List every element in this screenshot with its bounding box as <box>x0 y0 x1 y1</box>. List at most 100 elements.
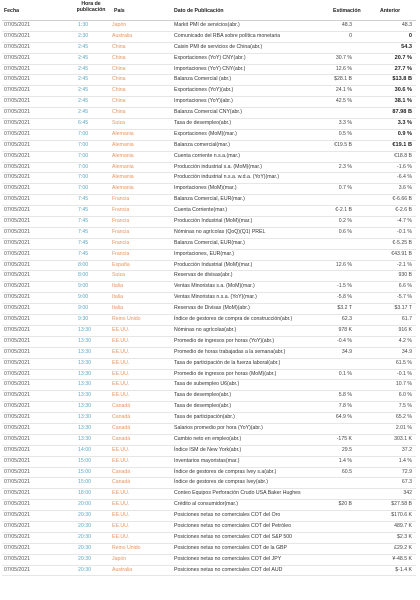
cell-pais: Canadá <box>112 403 131 410</box>
cell-fecha: 07/05/2021 <box>4 141 30 148</box>
table-row: 07/05/2021 1:30 Japón Markit PMI de servici… <box>2 21 416 32</box>
cell-dato: Cuenta Corriente(mar.) <box>174 207 228 214</box>
table-row: 07/05/2021 2:45 China Caixin PMI de servici… <box>2 43 416 54</box>
table-row: 07/05/2021 13:30 Canadá Tasa de participaci… <box>2 413 416 424</box>
cell-estimacion: 0.7 % <box>338 185 352 192</box>
cell-dato: Importaciones, EUR(mar.) <box>174 250 234 257</box>
cell-fecha: 07/05/2021 <box>4 272 30 279</box>
cell-fecha: 07/05/2021 <box>4 163 30 170</box>
cell-pais: Canadá <box>112 468 131 475</box>
cell-fecha: 07/05/2021 <box>4 32 30 39</box>
cell-pais: Alemania <box>112 152 134 159</box>
table-row: 07/05/2021 20:30 Australia Posiciones netas… <box>2 566 416 577</box>
cell-hora: 7:00 <box>78 163 89 170</box>
cell-dato: Posiciones netas no comerciales COT del … <box>174 555 282 562</box>
cell-hora: 20:30 <box>78 512 91 519</box>
cell-dato: Tasa de participación(abr.) <box>174 414 235 421</box>
cell-estimacion: $20 B <box>338 501 352 508</box>
cell-anterior: 6.0 % <box>398 392 412 399</box>
cell-hora: 13:30 <box>78 348 91 355</box>
cell-estimacion: 64.9 % <box>335 414 352 421</box>
cell-anterior: 30.6 % <box>394 87 412 94</box>
cell-dato: Ventas Minoristas s.a. (MoM)(mar.) <box>174 283 255 290</box>
cell-anterior: 87.98 B <box>392 109 412 116</box>
cell-fecha: 07/05/2021 <box>4 283 30 290</box>
table-row: 07/05/2021 13:30 EE.UU. Tasa de subempleo U… <box>2 380 416 392</box>
cell-pais: Alemania <box>112 130 134 137</box>
table-row: 07/05/2021 13:30 Canadá Salarios promedio p… <box>2 424 416 435</box>
cell-hora: 20:30 <box>78 544 91 551</box>
cell-estimacion: 3.3 % <box>338 120 352 127</box>
cell-estimacion: 62.3 <box>341 316 352 323</box>
cell-hora: 15:00 <box>78 457 91 464</box>
cell-anterior: $-1.4 K <box>395 566 412 573</box>
cell-anterior: -2.1 % <box>397 261 412 268</box>
cell-anterior: 2.01 % <box>395 424 412 431</box>
cell-pais: Japón <box>112 555 127 562</box>
cell-anterior: $170.6 K <box>391 512 412 519</box>
cell-dato: Balanza Comercial, EUR(mar.) <box>174 196 245 203</box>
cell-pais: Francia <box>112 228 130 235</box>
table-row: 07/05/2021 7:45 Francia Producción Industri… <box>2 217 416 228</box>
cell-hora: 2:45 <box>78 76 89 83</box>
cell-hora: 2:45 <box>78 65 89 72</box>
cell-dato: Reservas de Divisas (MoM)(abr.) <box>174 305 250 312</box>
cell-estimacion: 0.1 % <box>338 370 352 377</box>
cell-hora: 2:45 <box>78 43 89 50</box>
table-row: 07/05/2021 2:45 China Exportaciones (YoY)(a… <box>2 86 416 98</box>
cell-hora: 15:00 <box>78 468 91 475</box>
cell-dato: Exportaciones (YoY) CNY(abr.) <box>174 54 246 61</box>
cell-fecha: 07/05/2021 <box>4 533 30 540</box>
cell-pais: Reino Unido <box>112 544 141 551</box>
cell-dato: Índice de gestores de compras Ivey s.a(a… <box>174 468 277 475</box>
cell-hora: 7:45 <box>78 196 89 203</box>
cell-pais: España <box>112 261 130 268</box>
cell-anterior: 72.9 <box>401 468 412 475</box>
cell-fecha: 07/05/2021 <box>4 239 30 246</box>
cell-estimacion: €19.5 B <box>334 141 352 148</box>
cell-fecha: 07/05/2021 <box>4 370 30 377</box>
cell-dato: Producción Industrial (MoM)(mar.) <box>174 218 253 225</box>
cell-fecha: 07/05/2021 <box>4 337 30 344</box>
cell-anterior: 65.2 % <box>395 414 412 421</box>
cell-hora: 9:00 <box>78 294 89 301</box>
cell-pais: Alemania <box>112 174 134 181</box>
cell-fecha: 07/05/2021 <box>4 446 30 453</box>
cell-fecha: 07/05/2021 <box>4 120 30 127</box>
table-row: 07/05/2021 13:30 EE.UU. Promedio de ingreso… <box>2 370 416 381</box>
cell-dato: Promedio de ingresos por horas (YoY)(abr… <box>174 337 275 344</box>
table-row: 07/05/2021 13:30 Canadá Tasa de desempleo(a… <box>2 402 416 414</box>
cell-fecha: 07/05/2021 <box>4 87 30 94</box>
table-row: 07/05/2021 18:00 EE.UU. Conteo Equipos Perf… <box>2 489 416 501</box>
cell-estimacion: 978 K <box>338 326 352 333</box>
cell-hora: 13:30 <box>78 381 91 388</box>
cell-dato: Producción industrial n.s.a. w.d.a. (YoY… <box>174 174 280 181</box>
cell-hora: 9:30 <box>78 316 89 323</box>
cell-estimacion: 0.6 % <box>338 228 352 235</box>
cell-hora: 20:30 <box>78 555 91 562</box>
header-dato: Dato de Publicación <box>174 8 224 14</box>
cell-anterior: €-5.25 B <box>392 239 412 246</box>
table-row: 07/05/2021 8:00 Suiza Reservas de divisas(a… <box>2 271 416 283</box>
cell-dato: Producción industrial s.a. (MoM)(mar.) <box>174 163 262 170</box>
cell-pais: Francia <box>112 218 130 225</box>
table-row: 07/05/2021 13:30 Canadá Cambio neto en empl… <box>2 435 416 446</box>
cell-fecha: 07/05/2021 <box>4 185 30 192</box>
table-row: 07/05/2021 7:00 Alemania Cuenta corriente n… <box>2 152 416 163</box>
cell-pais: EE.UU. <box>112 446 130 453</box>
table-row: 07/05/2021 14:00 EE.UU. Índice ISM de New Y… <box>2 446 416 457</box>
cell-anterior: 67.3 <box>401 479 412 486</box>
cell-dato: Crédito al consumidor(mar.) <box>174 501 238 508</box>
cell-anterior: -4.7 % <box>397 218 412 225</box>
cell-dato: Posiciones netas no comerciales COT del … <box>174 533 293 540</box>
cell-hora: 7:00 <box>78 130 89 137</box>
cell-anterior: 342 <box>403 490 412 497</box>
cell-dato: Tasa de participación de la fuerza labor… <box>174 359 281 366</box>
cell-hora: 7:00 <box>78 141 89 148</box>
cell-pais: Canadá <box>112 414 131 421</box>
table-header: Fecha Hora de publicación País Dato de P… <box>2 1 416 21</box>
table-row: 07/05/2021 7:00 Alemania Balanza comercial(… <box>2 141 416 152</box>
table-row: 07/05/2021 20:30 EE.UU. Posiciones netas no… <box>2 511 416 522</box>
cell-hora: 2:45 <box>78 87 89 94</box>
table-row: 07/05/2021 20:30 EE.UU. Posiciones netas no… <box>2 533 416 544</box>
